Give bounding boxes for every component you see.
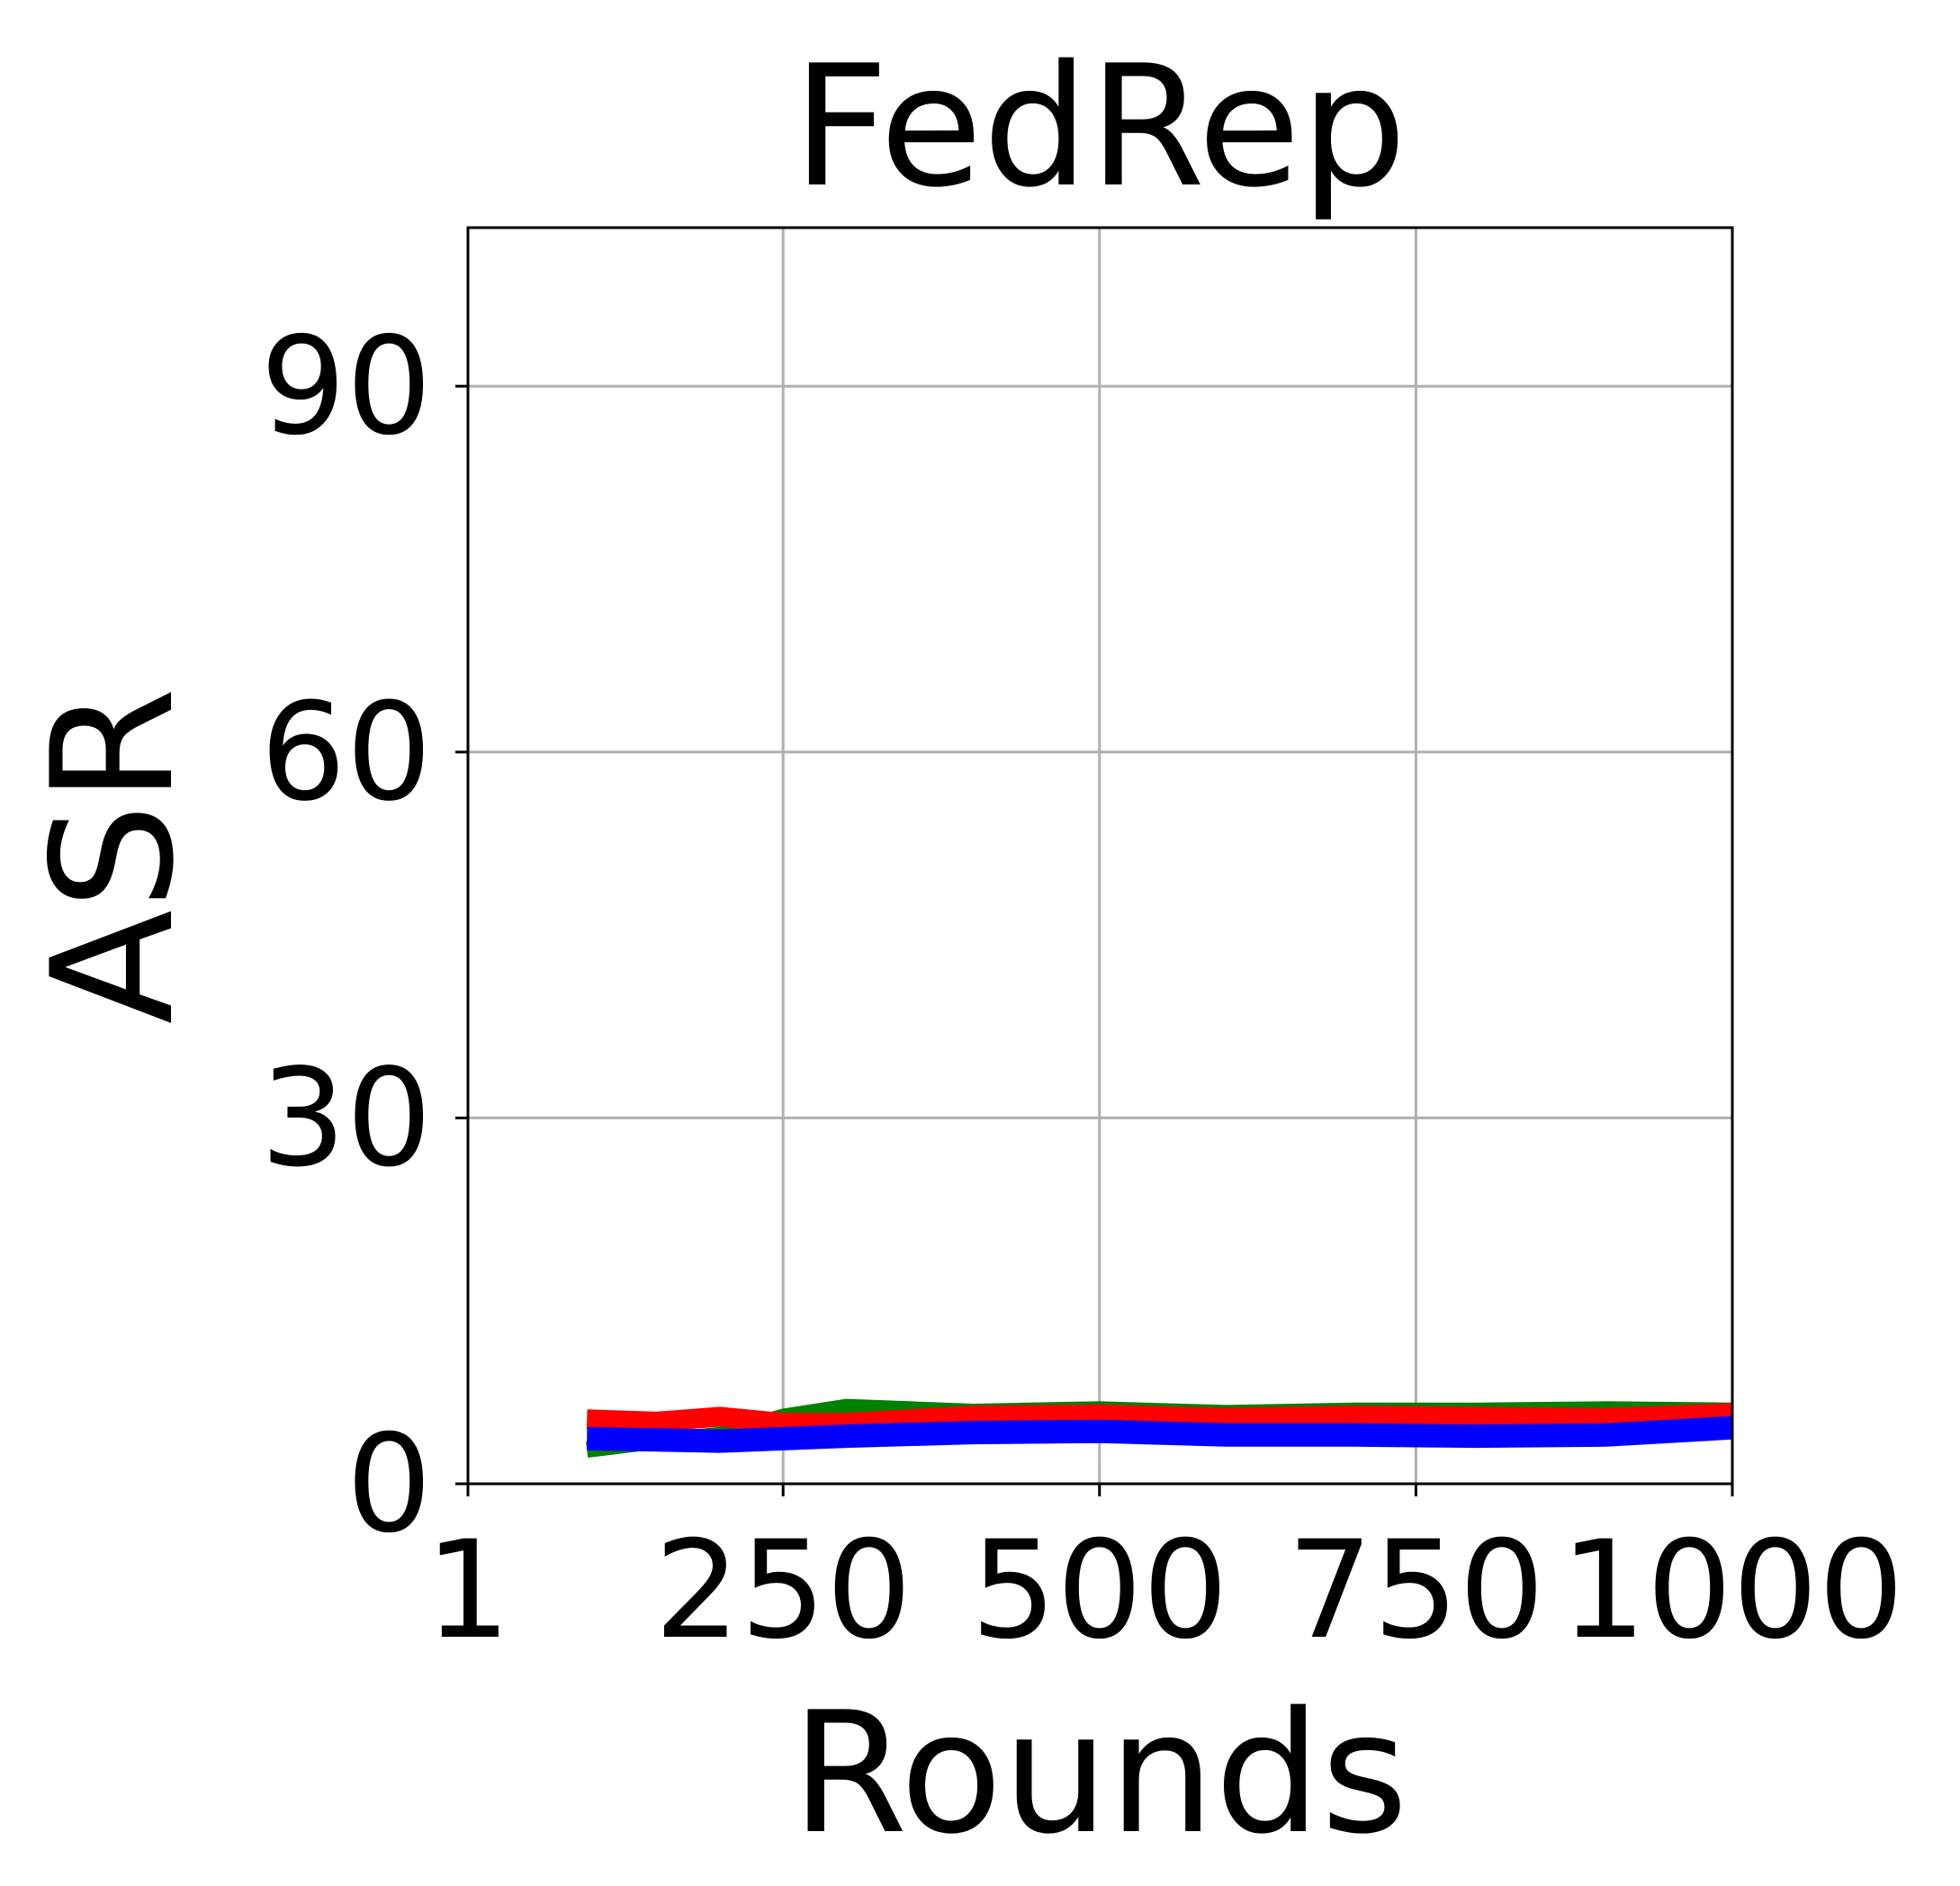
y-tick-label: 0 xyxy=(346,1406,432,1563)
x-tick-label: 500 xyxy=(971,1513,1228,1669)
y-tick-label: 90 xyxy=(260,309,432,465)
x-tick-label: 750 xyxy=(1287,1513,1544,1669)
x-tick-label: 1 xyxy=(425,1513,510,1669)
chart-title: FedRep xyxy=(793,29,1407,224)
axis-ticks: 1 250 500 750 1000 0 30 60 90 xyxy=(260,309,1904,1669)
y-axis-label: ASR xyxy=(15,687,211,1025)
y-tick-label: 30 xyxy=(260,1040,432,1197)
data-series xyxy=(586,1398,1733,1459)
y-tick-label: 60 xyxy=(260,675,432,831)
x-tick-label: 1000 xyxy=(1560,1513,1904,1669)
x-axis-label: Rounds xyxy=(791,1675,1407,1871)
series-line-3 xyxy=(586,1415,1733,1453)
x-tick-label: 250 xyxy=(654,1513,912,1669)
series-line-2 xyxy=(586,1403,1733,1433)
grid-lines xyxy=(468,228,1732,1484)
